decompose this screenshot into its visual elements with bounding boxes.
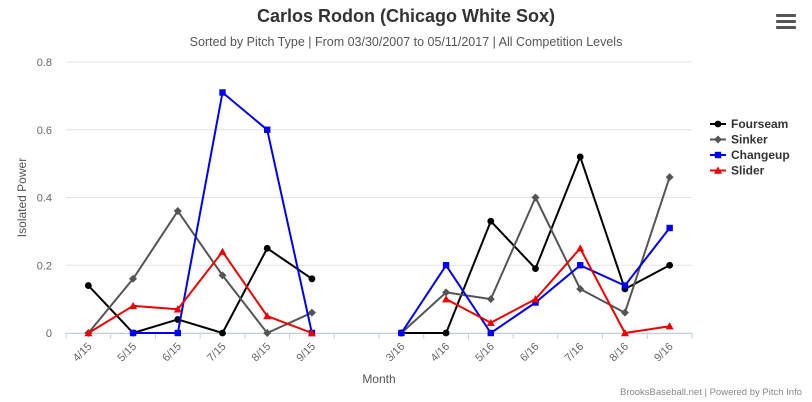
data-point-slider: [218, 247, 227, 255]
data-point-slider: [84, 329, 93, 337]
data-point-slider: [620, 329, 629, 337]
data-point-changeup: [442, 262, 450, 269]
data-point-slider: [129, 301, 138, 310]
data-point-sinker: [307, 308, 316, 317]
x-tick-label: 4/15: [71, 341, 95, 365]
legend-marker: [714, 166, 722, 174]
data-point-sinker: [442, 288, 451, 297]
credits[interactable]: BrooksBaseball.net | Powered by Pitch In…: [619, 387, 802, 398]
x-tick-label: 8/16: [607, 341, 631, 365]
data-point-slider: [307, 329, 316, 337]
data-point-fourseam: [576, 153, 584, 161]
data-point-fourseam: [666, 261, 674, 269]
data-point-changeup: [532, 299, 539, 306]
series-line-slider: [87, 247, 670, 334]
data-point-slider: [531, 295, 540, 303]
x-tick-label: 5/15: [116, 341, 140, 365]
x-tick-label: 7/15: [205, 341, 229, 365]
y-tick-label: 0.2: [37, 260, 52, 272]
legend-marker: [714, 120, 722, 128]
data-point-changeup: [219, 89, 226, 96]
y-tick-label: 0.4: [37, 193, 52, 205]
chart-subtitle: Sorted by Pitch Type | From 03/30/2007 t…: [189, 35, 623, 49]
data-point-sinker: [263, 329, 272, 337]
data-point-fourseam: [308, 275, 316, 283]
data-point-changeup: [398, 329, 405, 337]
data-point-changeup: [577, 262, 584, 269]
x-tick-label: 5/16: [473, 341, 497, 365]
y-tick-label: 0.8: [37, 57, 52, 69]
data-point-changeup: [129, 329, 137, 337]
x-axis-title: Month: [362, 372, 395, 386]
data-point-fourseam: [219, 329, 226, 337]
data-point-changeup: [621, 282, 629, 289]
x-tick-label: 8/15: [250, 341, 274, 365]
legend-marker: [714, 151, 722, 159]
legend-label: Changeup: [731, 148, 790, 162]
data-point-sinker: [173, 207, 182, 216]
data-point-changeup: [174, 329, 181, 337]
data-point-changeup: [666, 224, 673, 232]
data-point-sinker: [665, 173, 674, 182]
y-axis-title: Isolated Power: [15, 158, 29, 237]
legend-item-fourseam[interactable]: Fourseam: [710, 117, 788, 131]
data-point-sinker: [620, 308, 629, 317]
data-point-fourseam: [442, 329, 450, 337]
data-point-sinker: [531, 193, 540, 202]
legend-label: Fourseam: [731, 117, 788, 131]
x-tick-label: 6/16: [518, 341, 542, 365]
grid-lines: [66, 61, 692, 334]
legend-label: Slider: [731, 164, 765, 178]
data-point-sinker: [576, 284, 585, 293]
data-point-sinker: [486, 295, 495, 304]
series-area: [84, 89, 674, 337]
data-point-fourseam: [84, 282, 92, 289]
axes: 0 0.2 0.4 0.6 0.8 4/15 5/15 6/15 7/15 8/15 9/15 3/1…: [15, 57, 693, 386]
legend-label: Sinker: [731, 133, 768, 147]
x-tick-label: 3/16: [384, 341, 408, 365]
x-tick-label: 7/16: [563, 341, 587, 365]
x-tick-label: 9/16: [652, 341, 676, 365]
legend-marker: [714, 135, 722, 144]
data-point-fourseam: [487, 217, 495, 225]
data-point-slider: [486, 318, 495, 327]
y-tick-label: 0.6: [37, 125, 52, 137]
x-tick-label: 6/15: [160, 341, 184, 365]
legend-item-sinker[interactable]: Sinker: [710, 133, 768, 147]
data-point-fourseam: [263, 244, 271, 252]
y-tick-label: 0: [46, 328, 52, 340]
hamburger-menu-icon[interactable]: [776, 14, 796, 30]
data-point-slider: [263, 312, 272, 320]
x-tick-label: 4/16: [429, 341, 453, 365]
data-point-slider: [665, 322, 674, 330]
series-line-changeup: [133, 91, 671, 334]
data-point-fourseam: [532, 265, 539, 273]
data-point-changeup: [487, 329, 494, 337]
data-point-slider: [442, 295, 451, 303]
data-point-changeup: [264, 126, 271, 133]
series-sinker: [84, 173, 674, 337]
legend-item-slider[interactable]: Slider: [710, 164, 765, 178]
chart-title: Carlos Rodon (Chicago White Sox): [256, 6, 555, 26]
series-line-fourseam: [87, 155, 671, 334]
data-point-sinker: [218, 271, 227, 280]
data-point-slider: [576, 244, 585, 252]
x-tick-label: 9/15: [294, 341, 318, 365]
data-point-slider: [173, 305, 182, 313]
series-slider: [84, 244, 674, 337]
data-point-sinker: [129, 274, 138, 283]
series-changeup: [129, 89, 673, 337]
legend-item-changeup[interactable]: Changeup: [710, 148, 790, 162]
